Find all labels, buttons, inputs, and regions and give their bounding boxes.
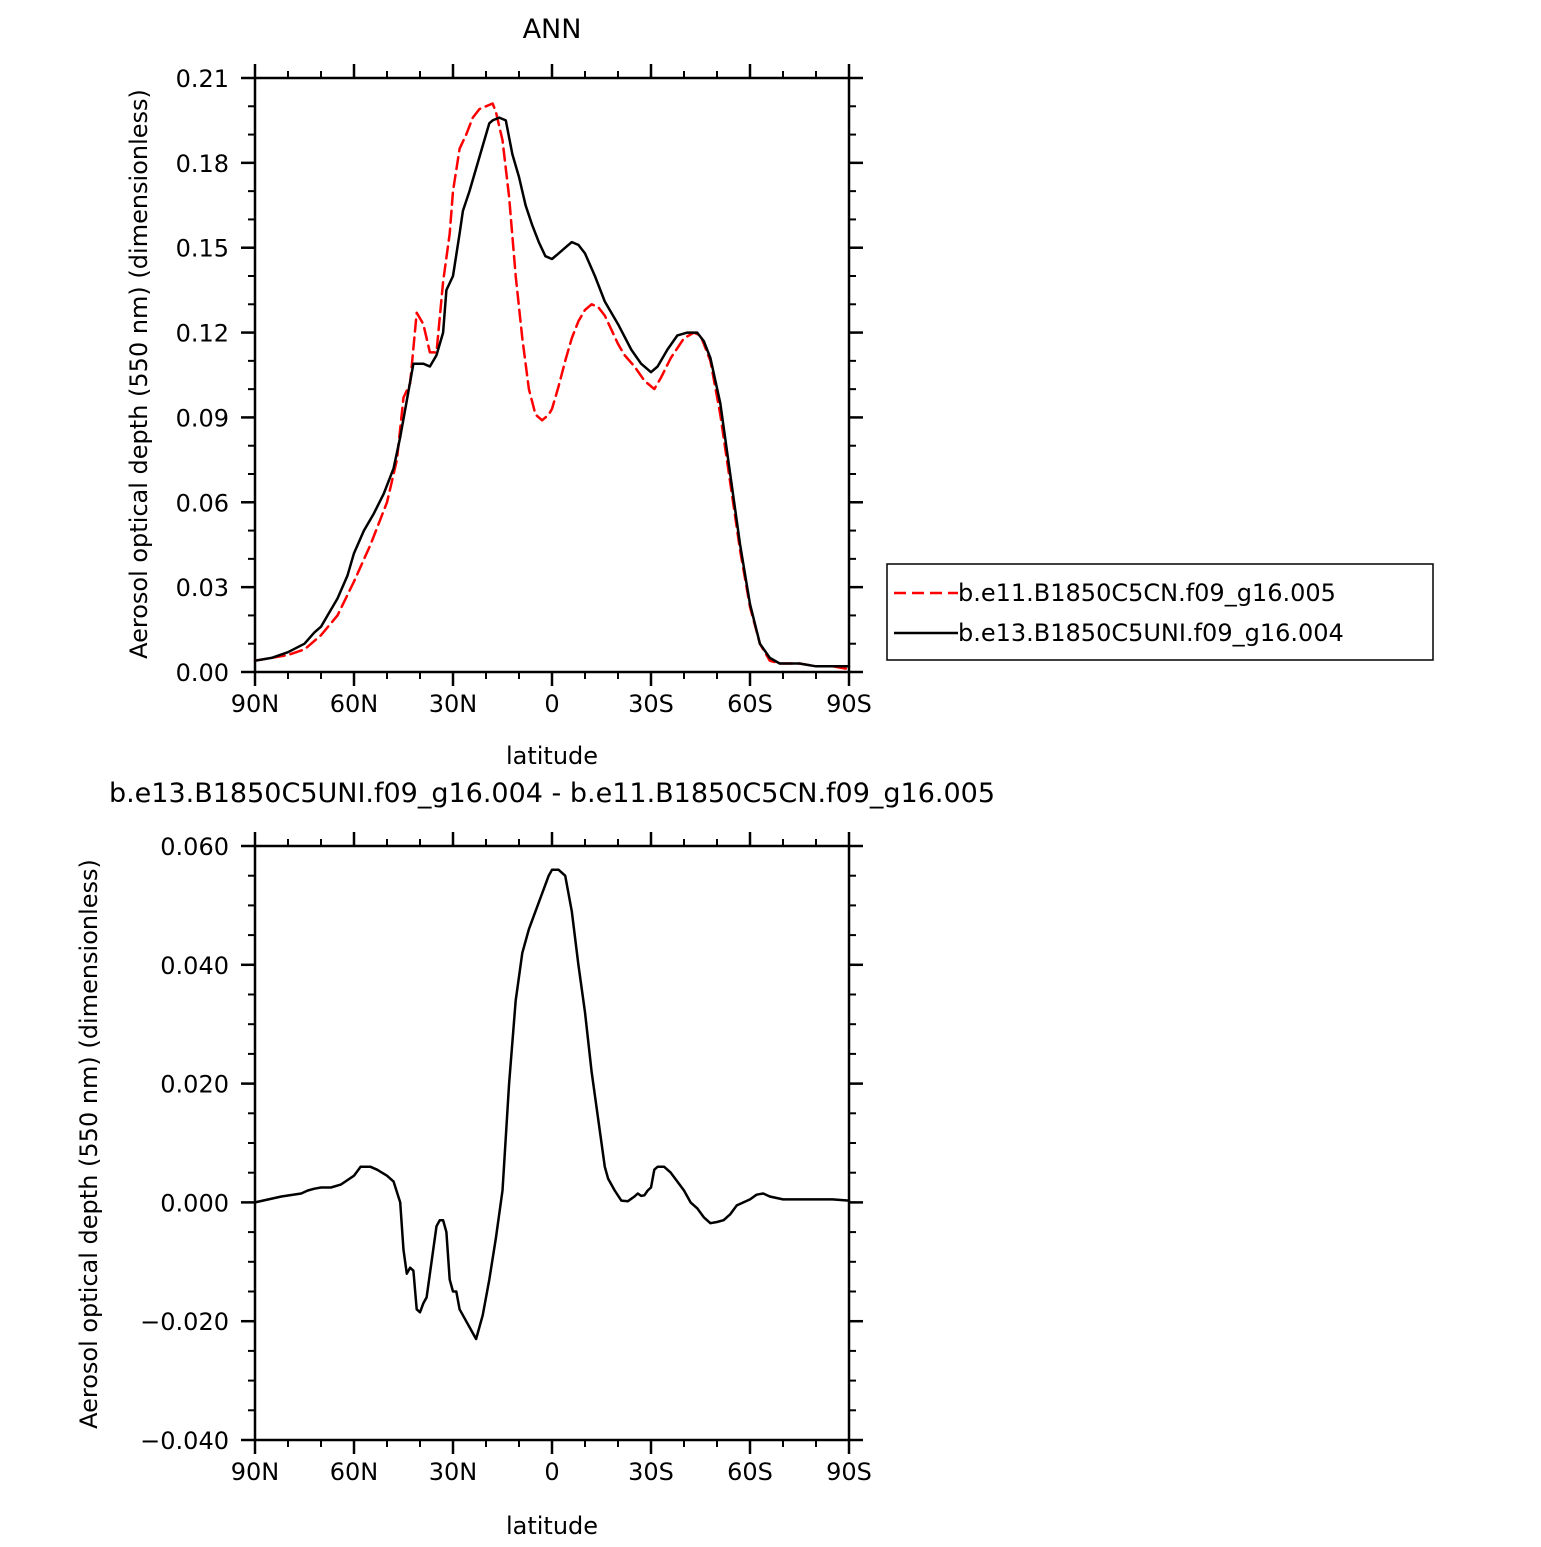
legend: b.e11.B1850C5CN.f09_g16.005 b.e13.B1850C… <box>886 563 1434 661</box>
bottom-y-tick-label: −0.020 <box>140 1308 229 1336</box>
top-y-tick-label: 0.06 <box>176 489 229 517</box>
top-y-tick-label: 0.21 <box>176 65 229 93</box>
bottom-x-tick-label: 30N <box>429 1458 478 1486</box>
top-panel: ANN latitude Aerosol optical depth (550 … <box>125 14 872 770</box>
bottom-y-tick-label: −0.040 <box>140 1427 229 1455</box>
top-x-tick-label: 90S <box>826 690 872 718</box>
top-panel-title: ANN <box>523 14 582 45</box>
top-x-tick-label: 30S <box>628 690 674 718</box>
top-y-tick-label: 0.12 <box>176 320 229 348</box>
bottom-y-tick-label: 0.000 <box>160 1189 229 1217</box>
bottom-y-tick-label: 0.020 <box>160 1071 229 1099</box>
bottom-y-tick-label: 0.060 <box>160 833 229 861</box>
bottom-x-tick-label: 90N <box>231 1458 280 1486</box>
legend-label-series-1: b.e11.B1850C5CN.f09_g16.005 <box>958 579 1336 607</box>
top-x-tick-label: 60N <box>330 690 379 718</box>
top-panel-xlabel: latitude <box>506 742 598 770</box>
bottom-x-tick-label: 0 <box>544 1458 559 1486</box>
legend-label-series-2: b.e13.B1850C5UNI.f09_g16.004 <box>958 619 1344 647</box>
top-y-tick-label: 0.18 <box>176 150 229 178</box>
top-series-line-2 <box>253 116 851 668</box>
bottom-x-tick-label: 90S <box>826 1458 872 1486</box>
bottom-x-tick-label: 60N <box>330 1458 379 1486</box>
top-x-tick-label: 90N <box>231 690 280 718</box>
top-y-tick-label: 0.09 <box>176 404 229 432</box>
top-x-tick-label: 60S <box>727 690 773 718</box>
bottom-panel-plot-frame <box>253 844 851 1442</box>
top-y-tick-label: 0.03 <box>176 574 229 602</box>
bottom-panel-title: b.e13.B1850C5UNI.f09_g16.004 - b.e11.B18… <box>109 778 995 809</box>
top-y-tick-label: 0.00 <box>176 659 229 687</box>
top-x-tick-label: 0 <box>544 690 559 718</box>
bottom-x-tick-label: 30S <box>628 1458 674 1486</box>
bottom-panel-ylabel: Aerosol optical depth (550 nm) (dimensio… <box>75 859 103 1429</box>
bottom-panel: b.e13.B1850C5UNI.f09_g16.004 - b.e11.B18… <box>75 778 995 1540</box>
bottom-panel-xlabel: latitude <box>506 1512 598 1540</box>
top-x-tick-label: 30N <box>429 690 478 718</box>
bottom-x-tick-label: 60S <box>727 1458 773 1486</box>
legend-box <box>886 563 1434 661</box>
bottom-series-line-1 <box>253 868 851 1341</box>
bottom-y-tick-label: 0.040 <box>160 952 229 980</box>
top-panel-ylabel: Aerosol optical depth (550 nm) (dimensio… <box>125 89 153 659</box>
top-y-tick-label: 0.15 <box>176 235 229 263</box>
